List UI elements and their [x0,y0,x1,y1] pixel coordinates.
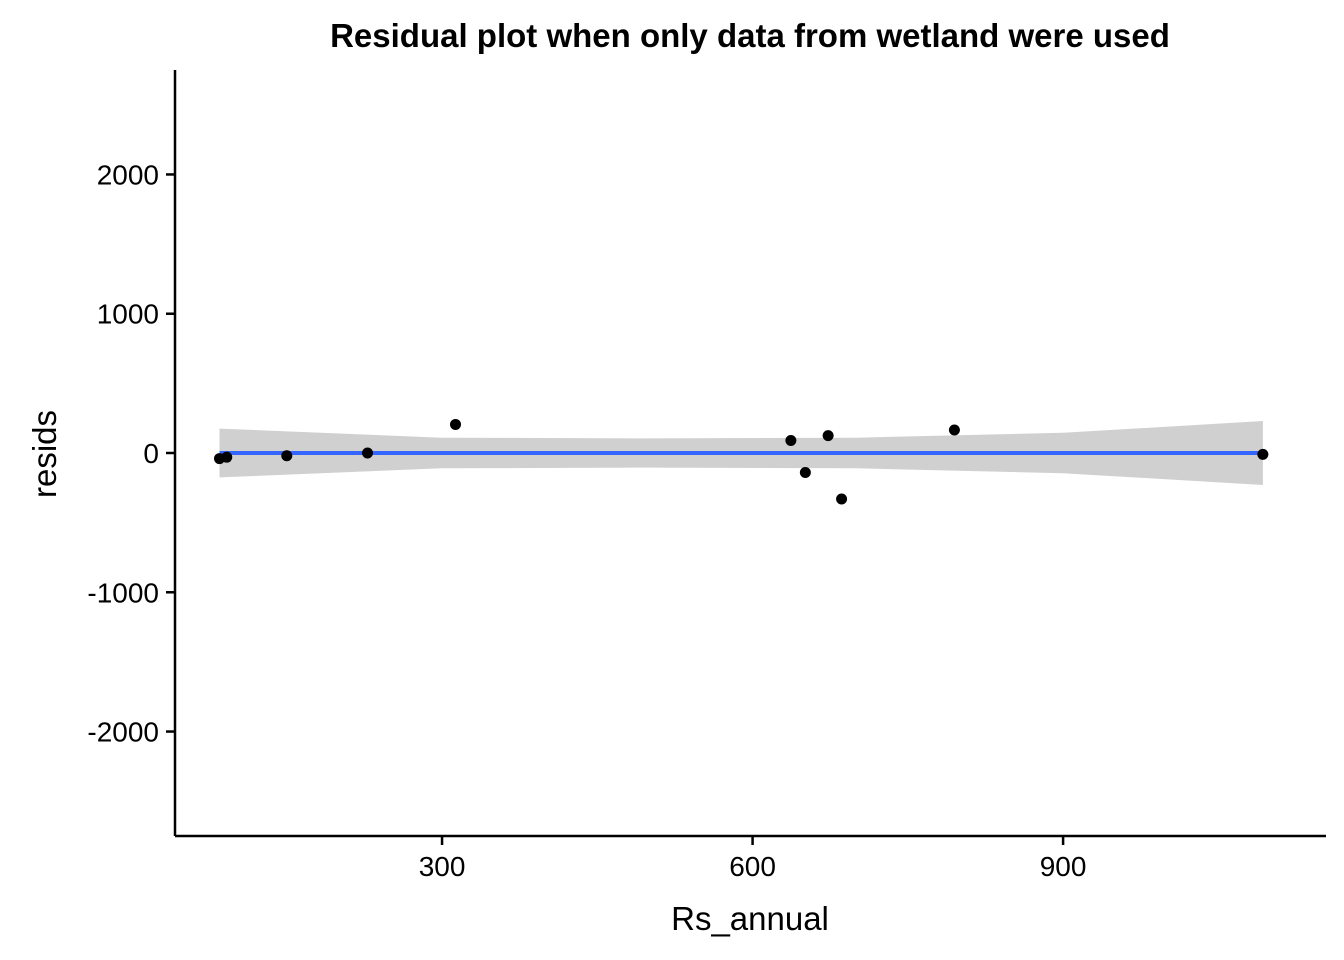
points-layer [214,418,1269,505]
x-tick-label: 300 [419,851,466,882]
data-point [450,418,462,430]
axes-layer: -2000 -1000 0 1000 2000 300 600 900 [87,70,1326,882]
data-point [281,450,293,462]
data-point [948,424,960,436]
data-point [1257,448,1269,460]
y-tick-label: 2000 [97,159,159,190]
y-tick-label: 1000 [97,299,159,330]
x-tick-label: 600 [729,851,776,882]
y-tick-label: 0 [143,438,159,469]
data-point [221,451,233,463]
y-axis-label: resids [26,410,63,498]
data-point [799,466,811,478]
y-tick-label: -1000 [87,577,159,608]
x-axis-label: Rs_annual [671,900,829,937]
data-point [836,493,848,505]
data-point [822,430,834,442]
x-tick-label: 900 [1040,851,1087,882]
chart-title: Residual plot when only data from wetlan… [330,17,1170,54]
data-point [362,447,374,459]
y-tick-label: -2000 [87,717,159,748]
data-point [785,434,797,446]
